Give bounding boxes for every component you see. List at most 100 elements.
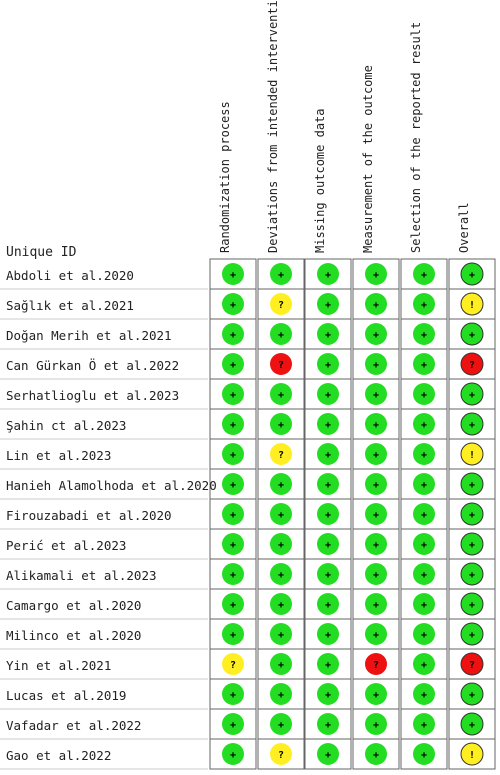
rating-circle (365, 653, 387, 675)
rating-symbol: + (421, 330, 427, 341)
rating-circle (270, 473, 292, 495)
rating-circle (365, 353, 387, 375)
rating-low-mark: + (365, 473, 387, 495)
rating-low-mark: + (460, 562, 484, 586)
rating-circle (270, 323, 292, 345)
rating-circle (460, 442, 484, 466)
study-label: Milinco et al.2020 (6, 628, 141, 643)
rating-circle (460, 352, 484, 376)
rating-symbol: + (373, 270, 379, 281)
rating-symbol: + (421, 390, 427, 401)
rating-symbol: + (421, 510, 427, 521)
rating-low-mark: + (222, 623, 244, 645)
rating-low-mark: + (222, 503, 244, 525)
rating-low-mark: + (413, 653, 435, 675)
rating-symbol: + (278, 690, 284, 701)
rating-circle (460, 262, 484, 286)
rating-symbol: + (278, 540, 284, 551)
rating-symbol: + (325, 600, 331, 611)
rating-low-mark: + (413, 413, 435, 435)
rating-circle (413, 653, 435, 675)
rating-symbol: + (230, 510, 236, 521)
rating-circle (222, 323, 244, 345)
rating-symbol: + (421, 540, 427, 551)
rating-symbol: ! (469, 450, 475, 461)
rating-circle (317, 443, 339, 465)
rating-symbol: + (278, 510, 284, 521)
rating-circle (413, 383, 435, 405)
rating-symbol: + (325, 330, 331, 341)
rating-circle (222, 623, 244, 645)
rating-symbol: + (421, 660, 427, 671)
domain-header-2: Deviations from intended interventions (266, 0, 280, 253)
rating-symbol: + (230, 270, 236, 281)
rating-circle (365, 443, 387, 465)
rating-low-mark: + (413, 683, 435, 705)
rating-circle (270, 713, 292, 735)
rating-low-mark: + (365, 743, 387, 765)
rating-low-mark: + (365, 623, 387, 645)
rating-symbol: + (278, 630, 284, 641)
rating-circle (317, 353, 339, 375)
rating-symbol: + (230, 330, 236, 341)
rating-symbol: + (469, 630, 475, 641)
rating-symbol: + (469, 420, 475, 431)
rating-low-mark: + (317, 683, 339, 705)
rating-low-mark: + (222, 413, 244, 435)
rating-symbol: + (373, 750, 379, 761)
rating-symbol: + (278, 570, 284, 581)
rating-circle (413, 533, 435, 555)
rating-circle (365, 263, 387, 285)
rating-circle (413, 353, 435, 375)
rating-low-mark: + (365, 323, 387, 345)
rating-low-mark: + (460, 472, 484, 496)
rating-low-mark: + (413, 623, 435, 645)
rating-circle (460, 472, 484, 496)
rating-symbol: + (325, 480, 331, 491)
rating-symbol: + (278, 660, 284, 671)
rating-circle (317, 713, 339, 735)
rating-circle (460, 412, 484, 436)
rating-low-mark: + (317, 563, 339, 585)
rating-circle (365, 593, 387, 615)
rating-circle (317, 743, 339, 765)
rating-symbol: ? (278, 450, 284, 461)
rating-circle (317, 533, 339, 555)
rating-circle (365, 413, 387, 435)
rating-symbol: + (278, 600, 284, 611)
rating-low-mark: + (365, 683, 387, 705)
rating-low-mark: + (222, 263, 244, 285)
rating-low-mark: + (270, 563, 292, 585)
rating-circle (365, 503, 387, 525)
rating-grid (209, 258, 496, 770)
rating-low-mark: + (222, 563, 244, 585)
rating-circle (460, 592, 484, 616)
rating-circle (270, 683, 292, 705)
rating-symbol: + (325, 420, 331, 431)
rating-low-mark: + (460, 592, 484, 616)
rating-some-mark: ? (270, 293, 292, 315)
rating-circle (413, 593, 435, 615)
rating-symbol: + (325, 750, 331, 761)
rating-symbol: + (278, 720, 284, 731)
rating-symbol: + (325, 540, 331, 551)
rating-symbol: + (469, 720, 475, 731)
row-separators (0, 288, 208, 770)
rating-circle (222, 653, 244, 675)
rating-circle (317, 623, 339, 645)
rating-low-mark: + (317, 533, 339, 555)
rating-low-mark: + (413, 383, 435, 405)
rating-symbol: ? (278, 750, 284, 761)
domain-header-1: Randomization process (218, 101, 232, 253)
rating-circle (270, 533, 292, 555)
rating-symbol: + (373, 510, 379, 521)
rating-symbol: + (373, 630, 379, 641)
rating-symbol: + (373, 540, 379, 551)
rating-symbol: + (325, 300, 331, 311)
rating-low-mark: + (317, 263, 339, 285)
study-label: Firouzabadi et al.2020 (6, 508, 172, 523)
study-label: Vafadar et al.2022 (6, 718, 141, 733)
rating-symbol: + (230, 630, 236, 641)
study-label: Doğan Merih et al.2021 (6, 328, 172, 343)
